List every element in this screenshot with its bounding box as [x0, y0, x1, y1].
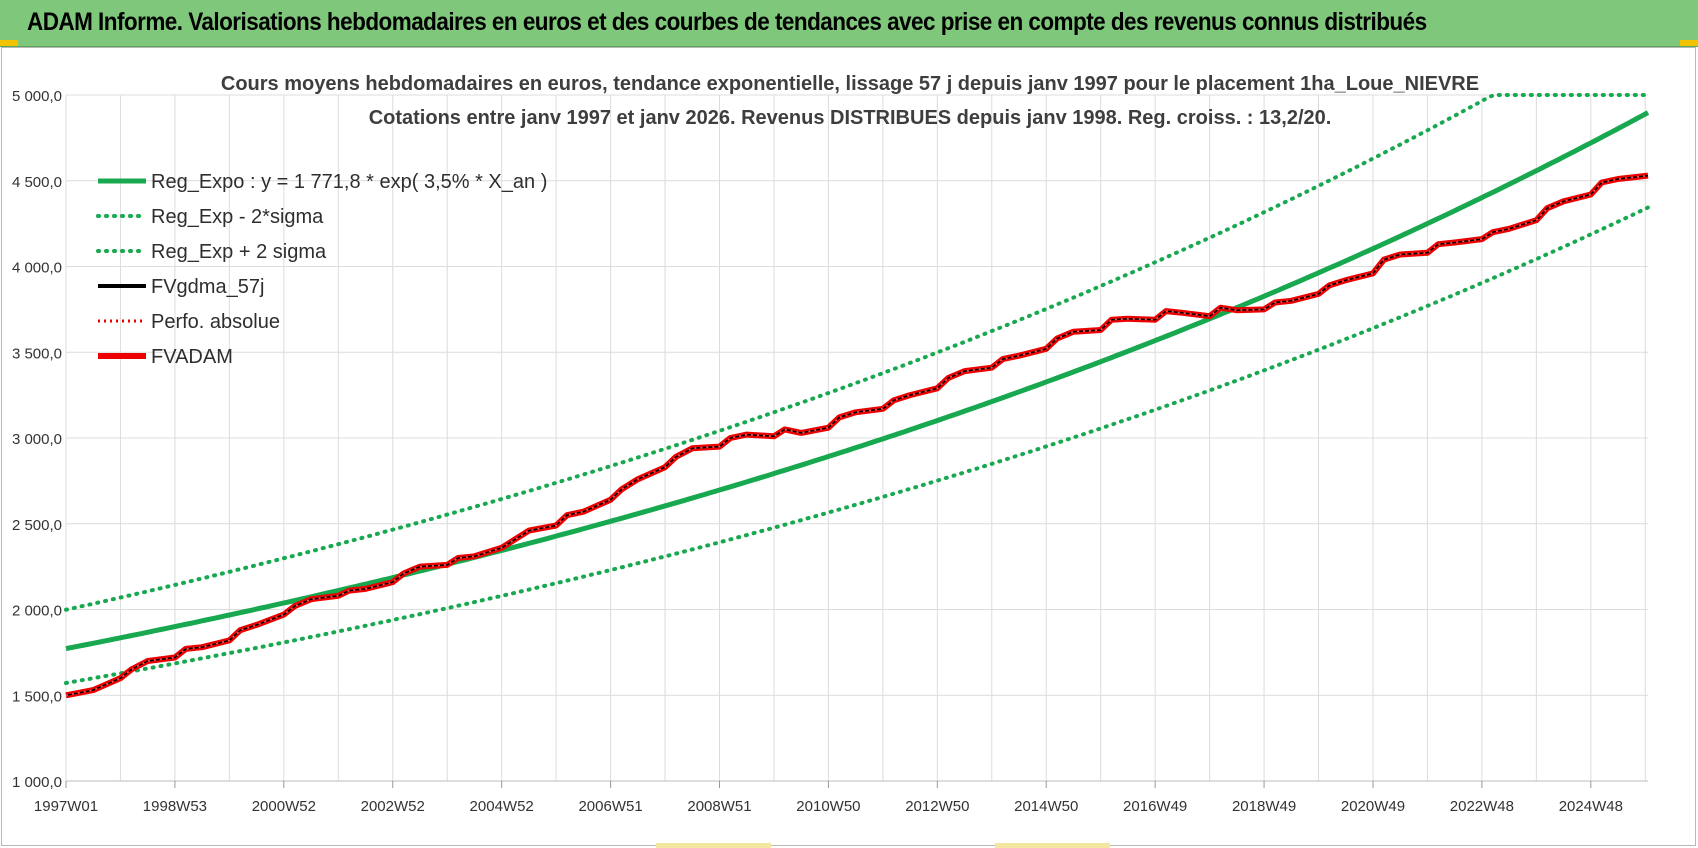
x-tick-label: 1997W01 — [34, 798, 98, 815]
y-tick-label: 3 000,0 — [12, 431, 62, 448]
series-reg-expo — [65, 110, 1650, 652]
y-tick-label: 2 500,0 — [12, 517, 62, 534]
series-perfo-absolue — [65, 174, 1649, 697]
series-reg-exp-plus — [64, 93, 1650, 612]
x-tick-label: 2024W48 — [1559, 798, 1623, 815]
legend-label: Reg_Exp + 2 sigma — [151, 241, 327, 263]
legend-label: Perfo. absolue — [151, 311, 280, 333]
legend-label: FVgdma_57j — [151, 276, 264, 298]
x-tick-label: 2016W49 — [1123, 798, 1187, 815]
x-tick-label: 2006W51 — [578, 798, 642, 815]
series-reg-exp-minus — [64, 205, 1650, 685]
chart-title-line1: Cours moyens hebdomadaires en euros, ten… — [221, 73, 1479, 95]
x-tick-label: 2020W49 — [1341, 798, 1405, 815]
bottom-mark-1 — [656, 843, 771, 848]
bottom-mark-2 — [995, 843, 1110, 848]
chart-frame — [1, 47, 1696, 846]
left-corner-mark — [0, 40, 18, 46]
x-tick-label: 2010W50 — [796, 798, 860, 815]
header-banner: ADAM Informe. Valorisations hebdomadaire… — [0, 0, 1698, 47]
x-tick-label: 2014W50 — [1014, 798, 1078, 815]
y-tick-label: 1 500,0 — [12, 688, 62, 705]
y-tick-label: 5 000,0 — [12, 88, 62, 105]
x-tick-label: 2008W51 — [687, 798, 751, 815]
y-tick-label: 4 500,0 — [12, 174, 62, 191]
chart-title-line2: Cotations entre janv 1997 et janv 2026. … — [369, 107, 1332, 129]
right-corner-mark — [1680, 40, 1698, 46]
x-tick-label: 2022W48 — [1450, 798, 1514, 815]
legend-label: FVADAM — [151, 346, 233, 368]
x-tick-label: 2018W49 — [1232, 798, 1296, 815]
y-tick-label: 3 500,0 — [12, 345, 62, 362]
x-tick-label: 2004W52 — [470, 798, 534, 815]
y-tick-label: 1 000,0 — [12, 774, 62, 791]
y-tick-label: 2 000,0 — [12, 603, 62, 620]
x-tick-label: 2000W52 — [252, 798, 316, 815]
x-tick-label: 1998W53 — [143, 798, 207, 815]
header-title: ADAM Informe. Valorisations hebdomadaire… — [27, 8, 1427, 36]
legend: Reg_Expo : y = 1 771,8 * exp( 3,5% * X_a… — [96, 171, 547, 368]
series-lines — [64, 93, 1650, 699]
y-tick-label: 4 000,0 — [12, 260, 62, 277]
legend-label: Reg_Expo : y = 1 771,8 * exp( 3,5% * X_a… — [151, 171, 547, 193]
x-tick-label: 2002W52 — [361, 798, 425, 815]
axes: 1 000,0 1 500,0 2 000,0 2 500,0 3 000,0 3 500… — [12, 88, 1648, 815]
x-tick-label: 2012W50 — [905, 798, 969, 815]
grid-lines — [65, 94, 1648, 782]
legend-label: Reg_Exp - 2*sigma — [151, 206, 324, 228]
